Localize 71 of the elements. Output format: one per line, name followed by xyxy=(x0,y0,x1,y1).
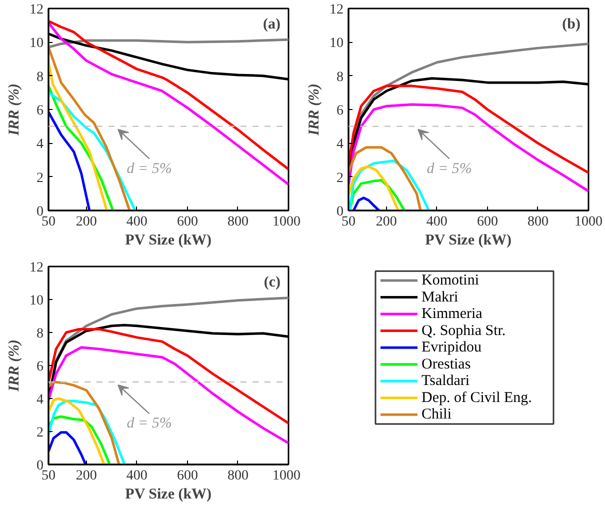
y-tick-label: 8 xyxy=(336,70,344,85)
x-tick-label: 800 xyxy=(227,214,248,230)
legend-label: Kimmeria xyxy=(422,306,483,322)
legend-label: Evripidou xyxy=(422,340,482,356)
x-tick-label: 1000 xyxy=(272,468,300,484)
y-tick-label: 6 xyxy=(36,104,44,118)
y-tick-label: 0 xyxy=(36,458,44,474)
x-tick-label: 800 xyxy=(227,468,248,484)
y-tick-label: 2 xyxy=(36,426,44,440)
annotation: (a) xyxy=(263,16,281,32)
line-series xyxy=(48,61,108,210)
ref-line-label: d = 5% xyxy=(126,160,172,177)
line-series xyxy=(48,38,288,48)
line-series xyxy=(48,431,87,464)
ref-line-label: d = 5% xyxy=(126,416,172,432)
y-tick-label: 10 xyxy=(30,294,44,308)
y-tick-label: 12 xyxy=(30,2,44,18)
line-series xyxy=(48,380,120,464)
legend-label: Orestias xyxy=(422,356,471,372)
y-tick-label: 8 xyxy=(36,326,44,342)
y-tick-label: 6 xyxy=(336,104,344,118)
legend-label: Q. Sophia Str. xyxy=(422,322,506,339)
y-tick-label: 2 xyxy=(336,170,344,186)
x-tick-label: 50 xyxy=(42,214,56,230)
legend-label: Dep. of Civil Eng. xyxy=(422,390,532,406)
y-tick-label: 10 xyxy=(30,36,44,52)
x-tick-label: 600 xyxy=(476,214,498,230)
y-tick-label: 0 xyxy=(336,204,344,220)
line-series xyxy=(348,146,422,210)
legend-label: Chili xyxy=(422,406,452,423)
line-series xyxy=(48,397,106,464)
x-axis-title: PV Size (kW) xyxy=(425,232,512,248)
x-tick-label: 800 xyxy=(527,214,548,230)
y-tick-label: 4 xyxy=(36,137,44,152)
x-tick-label: 400 xyxy=(126,468,148,484)
y-tick-label: 6 xyxy=(36,360,44,374)
ref-line-label: d = 5% xyxy=(426,160,472,177)
x-tick-label: 200 xyxy=(76,468,97,484)
y-axis-title: IRR (%) xyxy=(306,83,322,137)
x-tick-label: 50 xyxy=(342,214,356,230)
y-tick-label: 10 xyxy=(330,36,344,52)
legend-label: Tsaldari xyxy=(422,373,470,390)
x-tick-label: 200 xyxy=(76,214,97,230)
x-tick-label: 200 xyxy=(376,214,397,230)
line-series xyxy=(348,103,588,192)
x-axis-title: PV Size (kW) xyxy=(125,486,212,502)
y-tick-label: 4 xyxy=(336,137,344,152)
y-tick-label: 4 xyxy=(36,392,44,408)
annotation: (c) xyxy=(264,274,281,290)
legend-label: Komotini xyxy=(422,272,480,289)
x-tick-label: 400 xyxy=(426,214,448,230)
y-axis-title: IRR (%) xyxy=(6,83,22,137)
x-tick-label: 1000 xyxy=(574,214,602,230)
legend-label: Makri xyxy=(422,289,458,306)
y-tick-label: 8 xyxy=(36,70,44,85)
y-axis-title: IRR (%) xyxy=(6,339,22,393)
line-series xyxy=(48,346,288,444)
y-tick-label: 2 xyxy=(36,170,44,186)
x-axis-title: PV Size (kW) xyxy=(125,232,212,248)
annotation: (b) xyxy=(562,16,581,32)
line-series xyxy=(352,196,380,210)
x-tick-label: 50 xyxy=(42,468,56,484)
y-tick-label: 0 xyxy=(36,204,44,220)
y-tick-label: 12 xyxy=(30,260,44,276)
line-series xyxy=(48,110,91,210)
line-series xyxy=(348,165,400,210)
x-tick-label: 600 xyxy=(176,214,198,230)
x-tick-label: 1000 xyxy=(272,214,300,230)
y-tick-label: 12 xyxy=(330,2,344,18)
x-tick-label: 400 xyxy=(126,214,148,230)
x-tick-label: 600 xyxy=(176,468,198,484)
